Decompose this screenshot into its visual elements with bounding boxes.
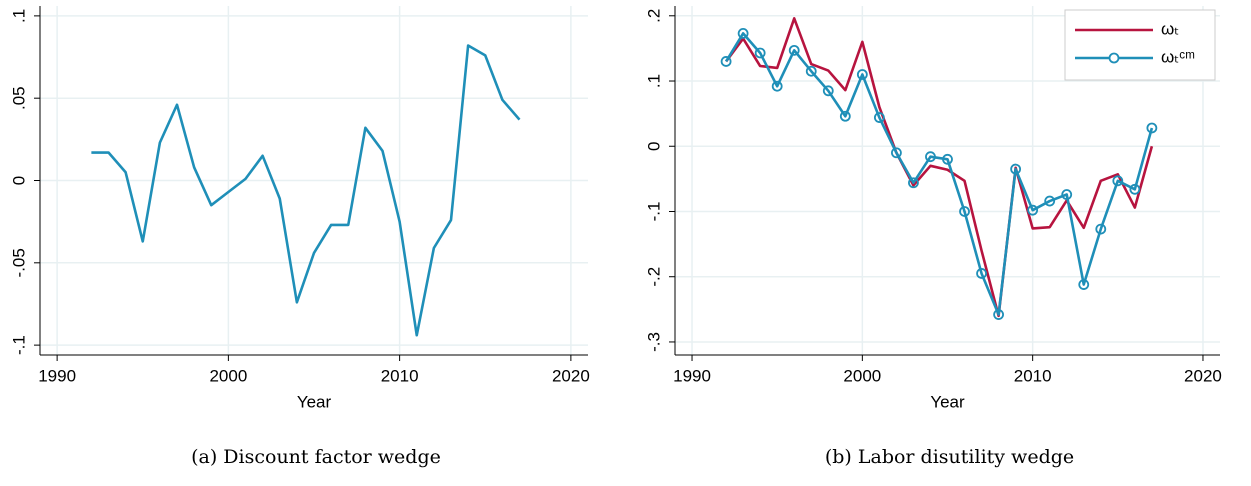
x-axis-title: Year — [297, 392, 332, 411]
point-marker — [839, 110, 851, 122]
caption: (b) Labor disutility wedge — [825, 446, 1074, 468]
point-marker — [1010, 163, 1022, 175]
point-marker — [1027, 204, 1039, 216]
point-marker — [976, 268, 987, 279]
y-tick-label: .1 — [644, 74, 663, 88]
legend-marker — [1108, 52, 1120, 64]
point-marker — [942, 153, 953, 165]
point-marker — [993, 309, 1004, 320]
point-marker — [1112, 175, 1124, 187]
y-tick-label: 0 — [644, 142, 663, 151]
y-tick-label: -.3 — [644, 332, 663, 352]
x-tick-label: 1990 — [673, 366, 711, 385]
point-marker — [908, 177, 919, 189]
point-marker — [925, 151, 936, 163]
point-marker — [856, 69, 868, 80]
point-marker — [754, 47, 766, 59]
x-tick-label: 2010 — [381, 366, 419, 385]
legend-label: ωₜᶜᵐ — [1161, 47, 1195, 66]
x-tick-label: 2000 — [843, 366, 881, 385]
y-tick-label: -.1 — [644, 202, 663, 222]
point-marker — [1078, 279, 1090, 290]
point-marker — [822, 85, 834, 97]
legend-label: ωₜ — [1161, 19, 1179, 38]
point-marker — [873, 112, 885, 123]
x-axis-title: Year — [930, 392, 965, 411]
point-marker — [1146, 122, 1158, 134]
x-tick-label: 2020 — [552, 366, 590, 385]
x-tick-label: 2000 — [209, 366, 247, 385]
x-tick-label: 2020 — [1184, 366, 1222, 385]
point-marker — [720, 56, 732, 67]
y-tick-label: .1 — [9, 9, 28, 23]
point-marker — [1095, 223, 1107, 235]
y-tick-label: 0 — [9, 176, 28, 185]
y-tick-label: -.05 — [9, 248, 28, 277]
y-tick-label: -.1 — [9, 335, 28, 355]
point-marker — [805, 65, 817, 77]
caption: (a) Discount factor wedge — [191, 446, 441, 468]
point-marker — [788, 44, 800, 56]
point-marker — [1129, 183, 1141, 195]
point-marker — [737, 27, 749, 39]
point-marker — [1044, 195, 1056, 207]
point-marker — [891, 147, 902, 159]
y-tick-label: .2 — [644, 9, 663, 23]
series-line — [91, 44, 521, 337]
legend-box — [1064, 9, 1216, 81]
y-tick-label: -.2 — [644, 267, 663, 287]
point-marker — [771, 80, 783, 92]
point-marker — [1061, 189, 1073, 200]
point-marker — [959, 206, 970, 217]
series-line — [725, 17, 1154, 318]
x-tick-label: 1990 — [38, 366, 76, 385]
x-tick-label: 2010 — [1014, 366, 1052, 385]
y-tick-label: .05 — [9, 86, 28, 110]
